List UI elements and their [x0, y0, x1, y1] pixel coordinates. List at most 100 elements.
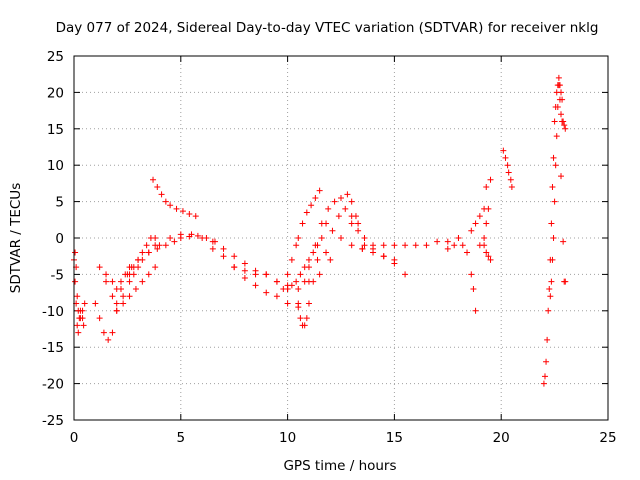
data-point — [508, 184, 515, 191]
data-point — [552, 162, 559, 169]
data-point — [355, 227, 362, 234]
x-tick-label: 0 — [70, 430, 79, 446]
data-point — [145, 249, 152, 256]
data-point — [154, 184, 161, 191]
data-point — [167, 202, 174, 209]
series-arc-p — [301, 191, 359, 285]
data-point — [109, 329, 116, 336]
data-point — [312, 242, 319, 249]
data-point — [305, 256, 312, 263]
chart-title: Day 077 of 2024, Sidereal Day-to-day VTE… — [56, 20, 599, 36]
data-point — [338, 235, 344, 241]
y-axis-label: SDTVAR / TECUs — [8, 183, 24, 293]
x-tick-label: 5 — [177, 430, 186, 446]
series-arc-v — [468, 184, 490, 234]
data-point — [241, 275, 248, 282]
series-arc-z — [540, 154, 557, 387]
data-point — [80, 322, 87, 329]
data-point — [252, 271, 259, 278]
data-point — [540, 380, 547, 387]
data-point — [303, 315, 310, 322]
series-arc-c — [92, 264, 133, 343]
data-point — [316, 187, 323, 194]
data-point — [555, 74, 562, 81]
data-point — [548, 220, 555, 227]
data-point — [318, 220, 325, 227]
data-point — [544, 336, 551, 343]
data-point — [113, 285, 120, 292]
data-point — [75, 307, 82, 314]
data-point — [220, 253, 227, 260]
data-point — [380, 253, 387, 260]
data-point — [487, 176, 494, 183]
data-point — [132, 285, 139, 292]
data-point — [556, 96, 563, 103]
data-point — [301, 322, 308, 329]
data-point — [74, 293, 81, 300]
data-point — [295, 300, 302, 307]
series-arc-k — [209, 245, 302, 311]
data-point — [188, 231, 195, 238]
data-point — [348, 198, 355, 205]
data-point — [305, 300, 312, 307]
data-point — [295, 285, 302, 292]
data-point — [72, 278, 79, 285]
data-point — [303, 209, 310, 216]
data-point — [288, 282, 295, 289]
y-tick-label: -15 — [42, 340, 64, 356]
data-point — [561, 122, 568, 129]
data-point — [550, 154, 557, 161]
data-point — [505, 169, 512, 176]
data-point — [92, 300, 99, 307]
data-point — [231, 253, 238, 260]
data-point — [96, 264, 103, 271]
data-point — [423, 242, 430, 249]
data-point — [470, 285, 477, 292]
data-point — [100, 329, 107, 336]
data-point — [209, 238, 216, 245]
data-point — [273, 293, 280, 300]
data-point — [186, 210, 193, 217]
series-arc-r — [327, 220, 409, 278]
data-point — [551, 118, 558, 125]
data-point — [325, 205, 332, 212]
data-point — [464, 249, 471, 256]
data-point — [310, 278, 317, 285]
data-point — [150, 176, 157, 183]
data-point — [135, 256, 142, 263]
data-point — [546, 285, 553, 292]
data-point — [126, 271, 133, 278]
data-point — [560, 118, 567, 125]
data-point — [139, 278, 146, 285]
data-point — [109, 293, 116, 300]
data-point — [284, 271, 291, 278]
data-point — [455, 235, 462, 241]
data-point — [552, 103, 559, 110]
data-point — [293, 278, 300, 285]
series-arc-n — [295, 220, 330, 329]
data-point — [288, 256, 295, 263]
data-point — [109, 278, 116, 285]
series-arc-aa — [547, 103, 561, 300]
data-point — [297, 271, 304, 278]
data-point — [130, 264, 137, 271]
data-point — [284, 300, 291, 307]
data-point — [295, 235, 302, 241]
data-point — [72, 249, 79, 256]
y-tick-label: 10 — [47, 158, 64, 174]
series-arc-m — [284, 242, 321, 292]
data-point — [154, 245, 161, 252]
data-point — [199, 235, 206, 241]
data-point — [361, 242, 368, 249]
data-point — [145, 271, 152, 278]
series-arc-t — [348, 242, 398, 263]
data-point — [472, 220, 479, 227]
data-point — [305, 264, 312, 271]
data-point — [483, 249, 490, 256]
data-point — [96, 315, 103, 322]
data-point — [562, 125, 569, 132]
data-point — [348, 242, 355, 249]
data-point — [504, 162, 511, 169]
y-tick-label: -20 — [42, 377, 64, 393]
